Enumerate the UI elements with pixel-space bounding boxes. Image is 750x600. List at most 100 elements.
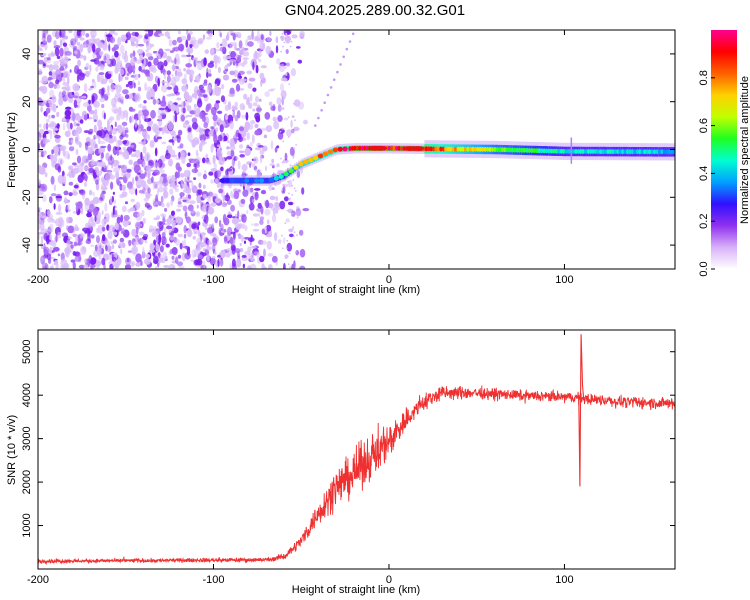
noise-blob [209,32,212,37]
noise-blob [95,227,100,233]
track-core [444,146,448,152]
noise-blob [145,42,152,50]
noise-blob [57,253,61,257]
noise-blob [220,223,224,233]
noise-blob [274,201,280,208]
track-core [278,174,284,180]
noise-blob [118,176,124,180]
noise-blob [166,55,171,63]
noise-blob [252,213,259,217]
noise-blob [197,230,201,235]
y-tick-label: 40 [21,48,33,60]
noise-blob [54,137,61,144]
track-core [244,178,250,184]
noise-blob [259,149,265,155]
noise-blob [108,224,115,233]
noise-blob [187,32,191,41]
noise-blob [214,102,220,111]
track-core [515,147,519,153]
noise-blob [285,72,288,75]
noise-blob [62,123,66,131]
noise-blob [218,156,225,166]
noise-blob [148,65,154,72]
track-core [618,149,622,155]
noise-blob [173,46,180,52]
noise-blob [258,58,262,63]
noise-blob [262,42,266,51]
noise-blob [126,172,131,178]
noise-blob [125,127,129,133]
noise-blob [45,64,52,68]
noise-blob [120,248,123,255]
noise-blob [204,49,209,54]
harmonic-blob [351,32,355,36]
noise-blob [248,237,255,243]
noise-blob [213,251,217,255]
noise-blob [76,123,80,127]
noise-blob [122,89,129,95]
noise-blob [115,84,122,93]
track-core [259,178,265,184]
noise-blob [229,120,234,130]
noise-blob [114,50,119,58]
noise-blob [129,207,136,212]
noise-blob [288,199,291,201]
track-core [549,148,554,154]
noise-blob [98,200,103,204]
noise-blob [171,74,174,77]
noise-blob [216,182,221,189]
noise-blob [75,149,79,155]
noise-blob [266,219,270,225]
noise-blob [175,256,179,265]
noise-blob [217,258,220,267]
noise-blob [294,251,297,254]
noise-blob [171,210,175,216]
noise-blob [52,145,60,154]
noise-blob [204,203,212,206]
noise-blob [283,196,289,202]
noise-blob [248,77,256,82]
noise-blob [143,100,147,104]
track-core [224,178,230,184]
noise-blob [79,119,84,124]
noise-blob [62,90,67,96]
noise-blob [224,104,230,112]
noise-blob [261,228,266,235]
noise-blob [286,209,289,212]
noise-blob [202,173,207,180]
noise-blob [71,91,75,95]
track-core [662,149,667,155]
noise-blob [92,43,96,53]
noise-blob [82,102,90,108]
track-core [219,178,225,184]
noise-blob [148,55,154,61]
track-core [431,146,436,152]
noise-blob [177,197,182,203]
noise-blob [200,242,207,248]
noise-blob [157,251,161,259]
noise-blob [134,92,141,102]
track-core [635,149,640,155]
noise-blob [85,137,89,141]
noise-blob [232,110,236,119]
noise-blob [135,59,142,64]
noise-blob [243,240,247,244]
noise-blob [38,136,42,142]
noise-blob [38,48,44,52]
noise-blob [96,262,100,269]
noise-blob [196,89,203,96]
noise-blob [94,108,98,115]
noise-blob [235,213,238,218]
noise-blob [170,222,177,226]
noise-blob [289,197,291,200]
noise-blob [63,56,69,65]
noise-blob [144,203,151,208]
noise-blob [285,218,291,223]
noise-blob [280,90,287,99]
track-core [471,146,475,152]
track-core [520,147,524,153]
noise-blob [64,130,71,137]
noise-blob [117,124,122,130]
noise-blob [176,204,184,208]
